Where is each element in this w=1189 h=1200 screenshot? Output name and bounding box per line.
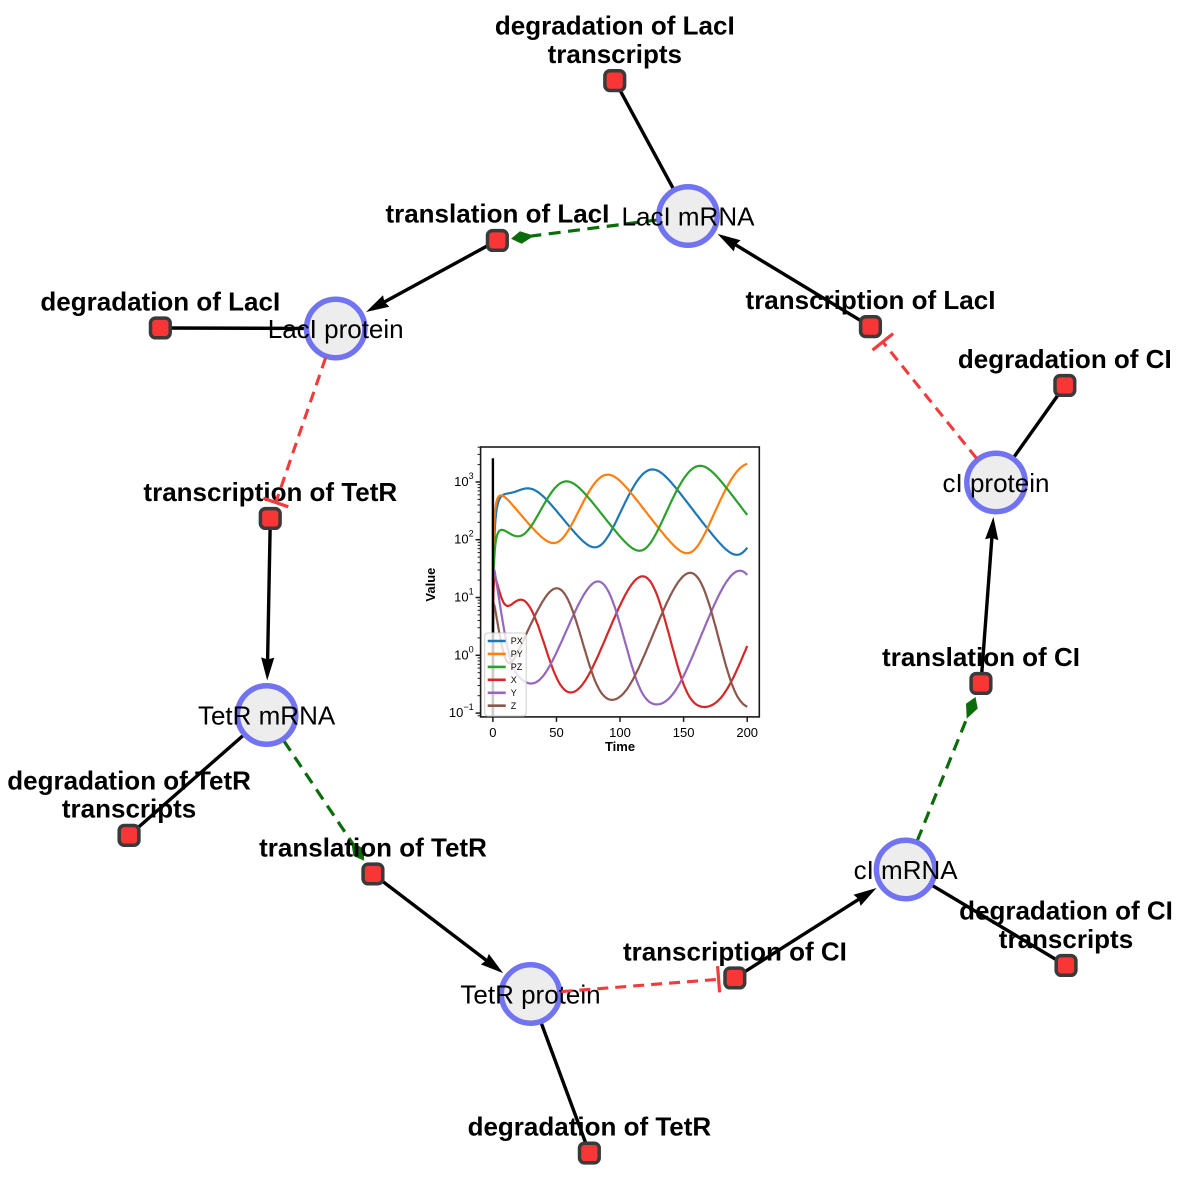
svg-text:cI protein: cI protein [943,468,1050,498]
svg-text:LacI mRNA: LacI mRNA [622,202,756,232]
svg-text:degradation of LacI: degradation of LacI [40,286,280,316]
svg-text:TetR protein: TetR protein [460,980,600,1010]
svg-text:transcription of CI: transcription of CI [623,936,847,966]
svg-text:degradation of CI: degradation of CI [959,895,1173,925]
svg-text:cI mRNA: cI mRNA [854,855,959,885]
svg-text:Value: Value [423,568,438,602]
svg-text:200: 200 [736,725,758,740]
svg-text:transcripts: transcripts [548,39,682,69]
svg-text:50: 50 [549,725,563,740]
svg-text:degradation of TetR: degradation of TetR [7,765,251,795]
svg-text:0: 0 [489,725,496,740]
svg-text:translation of CI: translation of CI [882,642,1080,672]
svg-text:degradation of CI: degradation of CI [958,344,1172,374]
svg-text:LacI protein: LacI protein [268,314,404,344]
svg-text:translation of LacI: translation of LacI [385,199,609,229]
svg-text:transcripts: transcripts [62,794,196,824]
svg-text:degradation of TetR: degradation of TetR [468,1111,712,1141]
svg-text:translation of TetR: translation of TetR [259,832,487,862]
svg-text:degradation of LacI: degradation of LacI [495,11,735,41]
svg-text:X: X [511,675,517,685]
svg-text:TetR mRNA: TetR mRNA [198,701,336,731]
svg-text:PX: PX [511,636,523,646]
svg-text:transcripts: transcripts [999,924,1133,954]
svg-text:PZ: PZ [511,662,523,672]
svg-text:Y: Y [511,688,517,698]
svg-text:PY: PY [511,649,523,659]
svg-text:100: 100 [609,725,631,740]
svg-text:Time: Time [605,739,635,754]
svg-text:transcription of LacI: transcription of LacI [746,285,996,315]
svg-text:150: 150 [673,725,695,740]
svg-text:Z: Z [511,701,517,711]
